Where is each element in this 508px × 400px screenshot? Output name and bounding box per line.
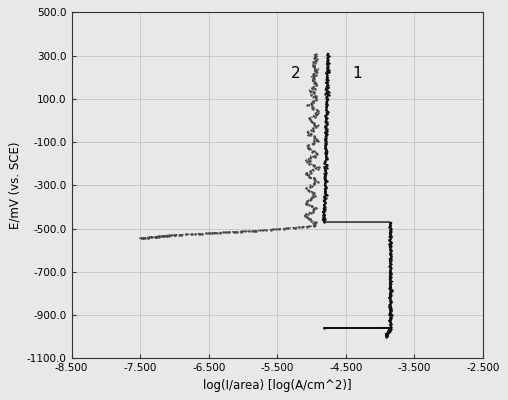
Y-axis label: E/mV (vs. SCE): E/mV (vs. SCE)	[8, 142, 21, 229]
Text: 2: 2	[291, 66, 301, 81]
Text: 1: 1	[353, 66, 362, 81]
X-axis label: log(I/area) [log(A/cm^2)]: log(I/area) [log(A/cm^2)]	[203, 379, 352, 392]
